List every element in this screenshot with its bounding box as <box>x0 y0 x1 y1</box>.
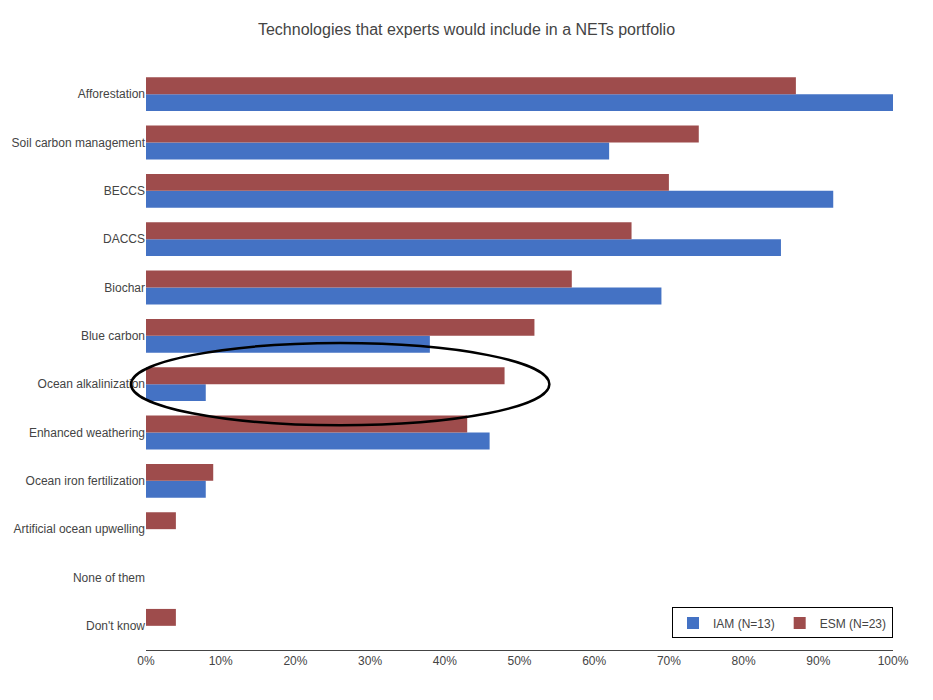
svg-text:40%: 40% <box>433 654 457 668</box>
svg-text:Artificial ocean upwelling: Artificial ocean upwelling <box>14 522 145 536</box>
svg-text:IAM (N=13): IAM (N=13) <box>713 617 775 631</box>
svg-text:Soil carbon management: Soil carbon management <box>12 136 146 150</box>
svg-text:Afforestation: Afforestation <box>78 87 145 101</box>
svg-text:80%: 80% <box>732 654 756 668</box>
svg-text:Enhanced weathering: Enhanced weathering <box>29 426 145 440</box>
svg-text:Don't know: Don't know <box>86 619 145 633</box>
svg-text:Technologies that experts woul: Technologies that experts would include … <box>258 21 675 38</box>
svg-text:Biochar: Biochar <box>104 281 145 295</box>
svg-text:Ocean alkalinization: Ocean alkalinization <box>38 377 145 391</box>
svg-text:50%: 50% <box>507 654 531 668</box>
svg-text:70%: 70% <box>657 654 681 668</box>
svg-text:100%: 100% <box>878 654 909 668</box>
svg-text:DACCS: DACCS <box>103 232 145 246</box>
svg-text:10%: 10% <box>209 654 233 668</box>
svg-text:20%: 20% <box>283 654 307 668</box>
svg-text:90%: 90% <box>806 654 830 668</box>
svg-text:Blue carbon: Blue carbon <box>81 329 145 343</box>
svg-text:BECCS: BECCS <box>104 184 145 198</box>
svg-text:0%: 0% <box>137 654 155 668</box>
svg-text:None of them: None of them <box>73 571 145 585</box>
svg-text:30%: 30% <box>358 654 382 668</box>
svg-text:Ocean iron fertilization: Ocean iron fertilization <box>26 474 145 488</box>
svg-text:60%: 60% <box>582 654 606 668</box>
svg-text:ESM (N=23): ESM (N=23) <box>820 617 886 631</box>
